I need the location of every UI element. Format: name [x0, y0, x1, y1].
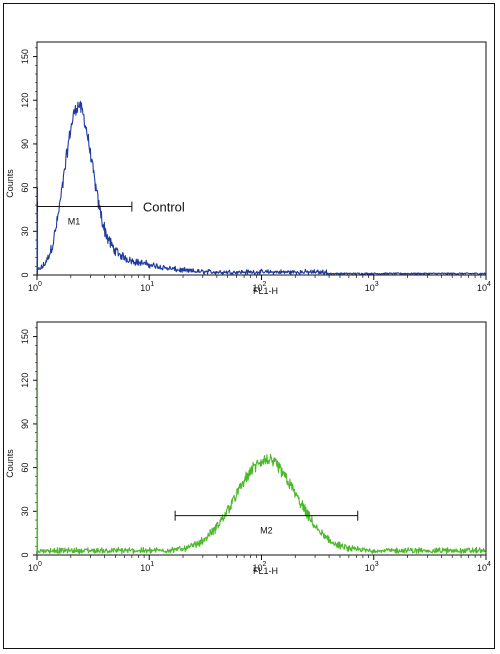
- gate-label: M1: [68, 217, 81, 227]
- y-tick-label: 60: [20, 183, 30, 193]
- plot-area-border: [36, 41, 487, 276]
- y-tick-label: 150: [20, 49, 30, 64]
- x-tick-label: 104: [477, 561, 491, 573]
- x-tick-label: 100: [28, 561, 42, 573]
- y-tick-label: 120: [20, 93, 30, 108]
- x-tick-label: 101: [140, 281, 154, 293]
- gate-label: M2: [260, 526, 273, 536]
- chart-panel-1: 0 30 60 90 120 150 Counts 100 101 102 103 104 FL1-H M…: [5, 41, 491, 296]
- chart-panel-2: 0 30 60 90 120 150 Counts 100 101 102 103 104 FL1-H M…: [5, 321, 491, 576]
- plot-area-border: [36, 321, 487, 556]
- y-tick-label: 0: [20, 272, 30, 277]
- y-tick-label: 0: [20, 552, 30, 557]
- figure-frame: [3, 3, 495, 649]
- y-tick-label: 90: [20, 139, 30, 149]
- x-tick-label: 102: [253, 561, 267, 573]
- gate-marker: M2: [174, 510, 359, 536]
- x-tick-label: 102: [253, 281, 267, 293]
- gate-marker: M1: [36, 201, 133, 227]
- x-axis-label: FL1-H: [253, 286, 278, 296]
- y-tick-label: 60: [20, 463, 30, 473]
- y-tick-label: 150: [20, 329, 30, 344]
- y-tick-label: 30: [20, 226, 30, 236]
- histogram-line: [36, 100, 487, 276]
- y-tick-label: 30: [20, 506, 30, 516]
- x-axis-label: FL1-H: [253, 566, 278, 576]
- y-tick-label: 90: [20, 419, 30, 429]
- x-tick-label: 103: [365, 561, 379, 573]
- y-tick-label: 120: [20, 373, 30, 388]
- x-tick-label: 103: [365, 281, 379, 293]
- y-axis-label: Counts: [5, 169, 15, 198]
- control-annotation: Control: [143, 200, 185, 215]
- x-tick-label: 101: [140, 561, 154, 573]
- x-tick-label: 100: [28, 281, 42, 293]
- y-axis-label: Counts: [5, 449, 15, 478]
- x-tick-label: 104: [477, 281, 491, 293]
- histogram-line: [36, 357, 487, 555]
